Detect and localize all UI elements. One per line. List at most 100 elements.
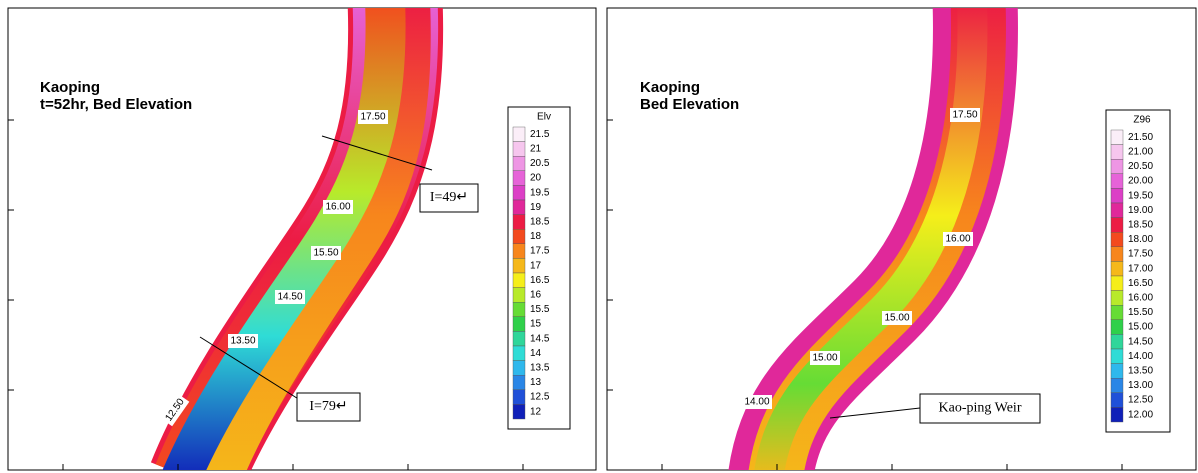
legend-swatch [513, 331, 525, 346]
legend-swatch [1111, 261, 1123, 276]
legend-swatch [1111, 218, 1123, 233]
contour-label-text: 13.50 [230, 336, 255, 347]
legend-swatch [513, 361, 525, 376]
legend-label: 19.5 [530, 187, 550, 198]
legend-swatch [1111, 203, 1123, 218]
legend-label: 19.50 [1128, 190, 1153, 201]
contour-label: 15.00 [810, 351, 840, 365]
legend-swatch [513, 200, 525, 215]
legend-swatch [1111, 145, 1123, 160]
legend-label: 17 [530, 260, 542, 271]
legend-swatch [513, 215, 525, 230]
legend-label: 21.50 [1128, 132, 1153, 143]
legend-swatch [513, 288, 525, 303]
legend-label: 14.00 [1128, 351, 1153, 362]
legend-label: 17.50 [1128, 249, 1153, 260]
legend-label: 12.00 [1128, 409, 1153, 420]
legend-swatch [1111, 247, 1123, 262]
page: Kaopingt=52hr, Bed ElevationElv21.52120.… [0, 0, 1198, 473]
legend-swatch [1111, 276, 1123, 291]
legend-swatch [513, 229, 525, 244]
legend-swatch [1111, 291, 1123, 306]
contour-label: 16.00 [323, 200, 353, 214]
legend-swatch [1111, 393, 1123, 408]
legend-swatch [1111, 130, 1123, 145]
figure: Kaopingt=52hr, Bed ElevationElv21.52120.… [0, 0, 1198, 473]
legend-label: 13.00 [1128, 380, 1153, 391]
legend-label: 13 [530, 377, 542, 388]
contour-label: 16.00 [943, 232, 973, 246]
legend-label: 15.5 [530, 304, 550, 315]
legend-label: 15.50 [1128, 307, 1153, 318]
legend-label: 17.5 [530, 246, 550, 257]
legend-label: 21.00 [1128, 147, 1153, 158]
legend-label: 20.50 [1128, 161, 1153, 172]
legend-title: Elv [537, 112, 551, 123]
contour-label-text: 16.00 [325, 202, 350, 213]
legend-label: 13.50 [1128, 366, 1153, 377]
legend-label: 15.00 [1128, 322, 1153, 333]
contour-label-text: 15.00 [884, 313, 909, 324]
legend-swatch [1111, 349, 1123, 364]
legend-swatch [513, 317, 525, 332]
contour-label-text: 15.00 [812, 353, 837, 364]
legend-swatch [1111, 320, 1123, 335]
legend-label: 21 [530, 144, 542, 155]
annotation-text: I=79↵ [309, 399, 347, 414]
legend-label: 18.50 [1128, 220, 1153, 231]
contour-label: 15.00 [882, 311, 912, 325]
legend-swatch [513, 390, 525, 405]
legend-swatch [1111, 159, 1123, 174]
legend-label: 12.50 [1128, 395, 1153, 406]
legend-label: 14.50 [1128, 336, 1153, 347]
legend-swatch [1111, 174, 1123, 189]
contour-label: 13.50 [228, 334, 258, 348]
contour-label: 15.50 [311, 246, 341, 260]
legend-swatch [513, 142, 525, 157]
contour-label: 14.00 [742, 395, 772, 409]
legend-label: 20.00 [1128, 176, 1153, 187]
legend-swatch [1111, 364, 1123, 379]
contour-label-text: 16.00 [945, 234, 970, 245]
legend-label: 18.00 [1128, 234, 1153, 245]
legend-label: 15 [530, 319, 542, 330]
annotation-text: Kao-ping Weir [939, 401, 1022, 416]
legend-swatch [1111, 188, 1123, 203]
legend-swatch [1111, 334, 1123, 349]
legend-label: 16.00 [1128, 293, 1153, 304]
legend-swatch [513, 404, 525, 419]
legend-label: 14.5 [530, 333, 550, 344]
legend-swatch [513, 127, 525, 142]
contour-label: 14.50 [275, 290, 305, 304]
legend-swatch [1111, 407, 1123, 422]
legend-swatch [1111, 232, 1123, 247]
legend-swatch [1111, 378, 1123, 393]
legend-label: 12.5 [530, 392, 550, 403]
legend-swatch [1111, 305, 1123, 320]
legend-title: Z96 [1133, 115, 1151, 126]
legend-label: 12 [530, 406, 542, 417]
contour-label-text: 14.50 [277, 292, 302, 303]
legend-swatch [513, 375, 525, 390]
legend-label: 20 [530, 173, 542, 184]
legend-swatch [513, 244, 525, 259]
legend-label: 16.50 [1128, 278, 1153, 289]
legend-label: 19 [530, 202, 542, 213]
legend-label: 20.5 [530, 158, 550, 169]
contour-label: 17.50 [358, 110, 388, 124]
contour-label-text: 15.50 [313, 248, 338, 259]
legend-swatch [513, 302, 525, 317]
legend-swatch [513, 258, 525, 273]
legend-label: 19.00 [1128, 205, 1153, 216]
legend-label: 16.5 [530, 275, 550, 286]
legend-label: 17.00 [1128, 263, 1153, 274]
panel-title: Kaoping [40, 79, 100, 96]
legend-label: 18 [530, 231, 542, 242]
contour-label-text: 17.50 [360, 112, 385, 123]
legend-swatch [513, 273, 525, 288]
panel-title: Bed Elevation [640, 96, 739, 113]
legend-label: 16 [530, 290, 542, 301]
legend-label: 13.5 [530, 363, 550, 374]
annotation-text: I=49↵ [430, 190, 468, 205]
contour-label: 17.50 [950, 108, 980, 122]
